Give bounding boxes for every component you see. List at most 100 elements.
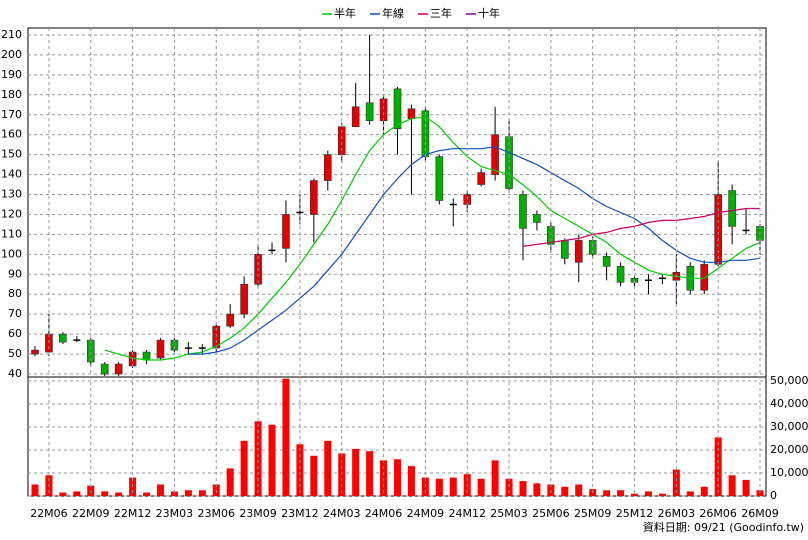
volume-bar — [59, 492, 67, 496]
y-tick-label: 180 — [1, 88, 22, 101]
volume-bar — [658, 493, 666, 496]
volume-bar — [310, 455, 318, 496]
candle-body — [323, 154, 332, 181]
volume-bar — [449, 477, 457, 496]
footnote: 資料日期: 09/21 (Goodinfo.tw) — [643, 520, 804, 534]
x-tick-label: 23M06 — [198, 507, 236, 520]
volume-bar — [156, 484, 164, 496]
legend-label: 三年 — [430, 6, 452, 20]
x-tick-label: 24M09 — [407, 507, 445, 520]
volume-bar — [352, 448, 360, 496]
volume-bar — [240, 440, 248, 496]
candle-body — [700, 264, 709, 291]
y-tick-label: 50 — [8, 347, 22, 360]
volume-bar — [700, 486, 708, 496]
x-tick-label: 26M06 — [699, 507, 737, 520]
candle-body — [407, 108, 416, 120]
y2-tick-label: 20,000 — [770, 443, 808, 456]
volume-bar — [672, 469, 680, 496]
candle-body — [100, 363, 109, 375]
volume-bar — [198, 490, 206, 496]
volume-bar — [686, 491, 694, 496]
x-tick-label: 25M12 — [616, 507, 654, 520]
y2-tick-label: 50,000 — [770, 374, 808, 387]
y-tick-label: 100 — [1, 247, 22, 260]
legend-label: 十年 — [478, 6, 500, 20]
ma-line — [188, 146, 761, 355]
candle-body — [477, 172, 485, 185]
volume-bar — [533, 483, 541, 496]
candle-body — [519, 194, 527, 229]
candle-body — [31, 349, 39, 355]
x-tick-label: 22M06 — [30, 507, 68, 520]
candle-body — [240, 283, 248, 315]
x-tick-label: 25M06 — [532, 507, 570, 520]
candle-body — [351, 106, 360, 128]
ma-line — [522, 207, 760, 247]
candle-body — [393, 88, 402, 130]
x-tick-label: 25M09 — [574, 507, 612, 520]
y2-tick-label: 30,000 — [770, 420, 808, 433]
y-tick-label: 130 — [1, 188, 22, 201]
x-tick-label: 22M09 — [72, 507, 110, 520]
candle-body — [365, 102, 374, 122]
candle-body — [602, 256, 611, 267]
y-tick-label: 70 — [8, 307, 22, 320]
volume-bar — [184, 490, 192, 496]
y-tick-label: 40 — [8, 367, 22, 380]
y-tick-label: 120 — [1, 207, 22, 220]
candle-body — [574, 240, 583, 263]
y-tick-label: 110 — [1, 227, 22, 240]
x-tick-label: 24M06 — [365, 507, 403, 520]
volume-bar — [575, 484, 583, 496]
x-tick-label: 23M12 — [281, 507, 319, 520]
volume-bar — [435, 478, 443, 496]
volume-bar — [728, 475, 736, 496]
y2-tick-label: 10,000 — [770, 466, 808, 479]
x-tick-label: 26M03 — [658, 507, 696, 520]
volume-bar — [296, 444, 304, 496]
volume-bar — [742, 479, 750, 496]
volume-bar — [115, 492, 123, 496]
x-tick-label: 24M03 — [323, 507, 361, 520]
volume-bar — [254, 421, 262, 496]
candle-body — [59, 333, 67, 343]
y-tick-label: 200 — [1, 48, 22, 61]
y-tick-label: 60 — [8, 327, 22, 340]
y-tick-label: 150 — [1, 148, 22, 161]
volume-bar — [519, 481, 527, 496]
candle-body — [728, 190, 736, 227]
volume-bar — [73, 491, 81, 496]
candle-body — [561, 240, 569, 259]
y2-tick-label: 40,000 — [770, 397, 808, 410]
volume-bar — [143, 492, 151, 496]
y-tick-label: 80 — [8, 287, 22, 300]
y-tick-label: 170 — [1, 108, 22, 121]
y2-tick-label: 0 — [770, 489, 777, 502]
x-tick-label: 23M03 — [156, 507, 194, 520]
y-tick-label: 210 — [1, 28, 22, 41]
volume-bar — [756, 490, 764, 496]
x-tick-label: 25M03 — [490, 507, 528, 520]
volume-bar — [407, 466, 415, 496]
ma-line — [104, 116, 761, 361]
legend-label: 年線 — [382, 6, 404, 20]
volume-bar — [366, 451, 374, 496]
candle-body — [435, 156, 444, 201]
x-tick-label: 22M12 — [114, 507, 152, 520]
x-tick-label: 24M12 — [448, 507, 486, 520]
volume-bar — [603, 490, 611, 496]
candle-body — [491, 134, 499, 175]
candle-body — [142, 351, 151, 361]
y-tick-label: 140 — [1, 168, 22, 181]
candle-body — [616, 266, 625, 283]
volume-bar — [631, 493, 639, 496]
volume-bar — [617, 490, 625, 496]
candle-body — [282, 214, 290, 249]
candle-body — [156, 339, 165, 359]
y-tick-label: 160 — [1, 128, 22, 141]
volume-bar — [561, 486, 569, 496]
volume-bar — [477, 478, 485, 496]
volume-bar — [282, 378, 290, 496]
